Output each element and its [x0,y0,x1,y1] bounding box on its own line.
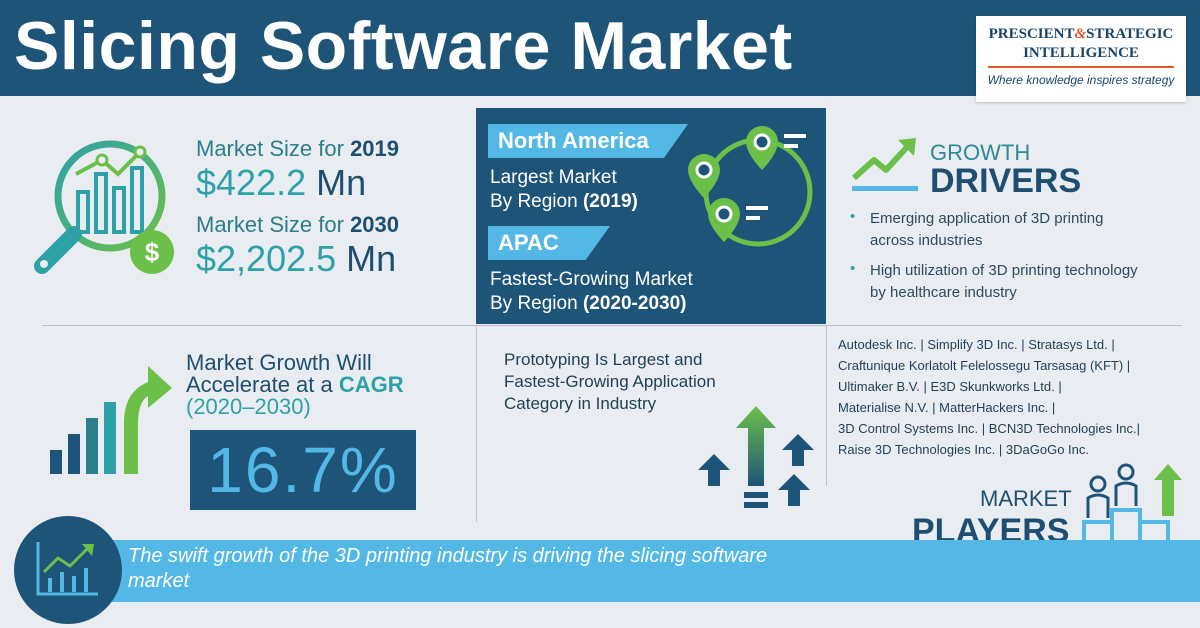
logo-ampersand: & [1074,26,1087,42]
cagr-line2: Accelerate at a CAGR [186,374,404,396]
chart-growth-icon [36,542,98,596]
largest-line1: Largest Market [490,167,617,188]
largest-year: (2019) [582,191,638,212]
drivers-title-2: DRIVERS [930,162,1082,200]
driver-item: • High utilization of 3D printing techno… [850,260,1180,304]
logo-divider [988,66,1174,68]
driver-line: across industries [870,232,983,249]
trend-up-icon [851,138,918,191]
label-prefix: Market Size for [196,212,344,237]
banner-icon-circle [14,516,122,624]
logo-name-line1: PRESCIENT&STRATEGIC [976,26,1186,43]
fastest-prefix: By Region [490,293,578,314]
logo-name-line2: INTELLIGENCE [1023,45,1139,61]
fastest-year: (2020-2030) [582,293,687,314]
logo-word-prescient: PRESCIENT [988,26,1075,42]
cagr-keyword: CAGR [338,372,404,397]
fastest-line2: By Region (2020-2030) [490,292,693,316]
logo-tagline: Where knowledge inspires strategy [987,73,1175,87]
driver-line: High utilization of 3D printing technolo… [870,262,1138,279]
value-unit: Mn [346,238,397,279]
podium-people-icon [1082,463,1182,546]
players-list: Autodesk Inc. | Simplify 3D Inc. | Strat… [838,334,1140,460]
value-amount: $2,202.5 [196,238,337,279]
company-logo: PRESCIENT&STRATEGIC INTELLIGENCE Where k… [976,16,1186,102]
map-pin-globe-icon [688,126,813,247]
label-prefix: Market Size for [196,136,344,161]
player-line: Autodesk Inc. | Simplify 3D Inc. | Strat… [838,337,1115,352]
section-divider [42,325,1182,326]
cagr-value-box: 16.7% [190,430,416,510]
value-amount: $422.2 [196,162,307,203]
application-text: Prototyping Is Largest and Fastest-Growi… [504,350,716,413]
driver-line: Emerging application of 3D printing [870,210,1104,227]
bullet-icon: • [850,208,856,225]
largest-market-text: Largest Market By Region (2019) [490,166,638,214]
growth-bars-icon [50,366,172,474]
driver-text: High utilization of 3D printing technolo… [870,260,1180,304]
drivers-title-1: GROWTH [930,140,1031,165]
page-title: Slicing Software Market [14,8,793,84]
region-tag-north-america: North America [488,124,688,158]
largest-prefix: By Region [490,191,578,212]
drivers-list: • Emerging application of 3D printing ac… [850,208,1180,304]
player-line: Raise 3D Technologies Inc. | 3DaGoGo Inc… [838,442,1089,457]
largest-line2: By Region (2019) [490,190,638,214]
players-title-1: MARKET [980,486,1072,511]
market-size-2030-label: Market Size for 2030 [196,212,399,238]
player-line: Ultimaker B.V. | E3D Skunkworks Ltd. | [838,379,1062,394]
cagr-value: 16.7% [207,434,399,506]
market-size-2019-value: $422.2 Mn [196,162,366,204]
magnifier-chart-icon: $ [34,140,174,274]
cagr-line1: Market Growth Will [186,350,372,375]
banner-text: The swift growth of the 3D printing indu… [128,545,768,592]
driver-item: • Emerging application of 3D printing ac… [850,208,1180,252]
market-size-2030-value: $2,202.5 Mn [196,238,396,280]
dollar-icon: $ [145,237,160,267]
player-line: Materialise N.V. | MatterHackers Inc. | [838,400,1056,415]
fastest-line1: Fastest-Growing Market [490,269,693,290]
value-unit: Mn [316,162,367,203]
logo-word-strategic: STRATEGIC [1086,26,1174,42]
driver-line: by healthcare industry [870,284,1017,301]
arrows-up-icon [698,406,814,508]
market-size-2019-label: Market Size for 2019 [196,136,399,162]
column-divider [826,326,827,486]
cagr-period: (2020–2030) [186,394,311,419]
footer-banner [30,540,1200,602]
label-year: 2019 [350,136,400,161]
bullet-icon: • [850,260,856,277]
fastest-market-text: Fastest-Growing Market By Region (2020-2… [490,268,693,316]
cagr-description: Market Growth Will Accelerate at a CAGR … [186,352,404,418]
label-year: 2030 [350,212,400,237]
player-line: Craftunique Korlatolt Felelossegu Tarsas… [838,358,1131,373]
cagr-prefix: Accelerate at a [186,372,333,397]
column-divider [476,326,477,522]
player-line: 3D Control Systems Inc. | BCN3D Technolo… [838,421,1141,436]
driver-text: Emerging application of 3D printing acro… [870,208,1180,252]
